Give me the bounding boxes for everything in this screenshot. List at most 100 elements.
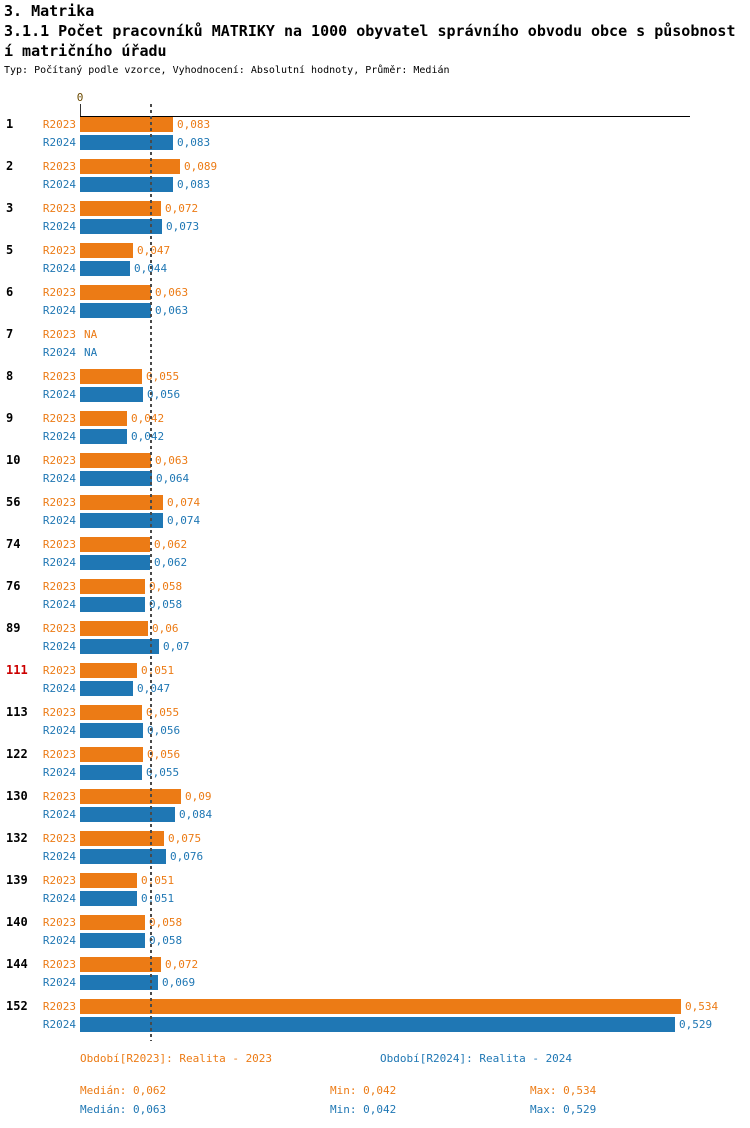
stat-min-r2023: Min: 0,042 <box>330 1084 397 1097</box>
series-label: R2024 <box>42 766 76 779</box>
value-label: 0,072 <box>165 958 199 971</box>
chart-title-line1: 3.1.1 Počet pracovníků MATRIKY na 1000 o… <box>4 22 736 40</box>
series-label: R2024 <box>42 388 76 401</box>
value-label: 0,062 <box>154 556 188 569</box>
category-label: 10 <box>6 453 21 467</box>
bar-row-r2024: R2024 0,062 <box>0 555 750 570</box>
chart-group: 7 R2023 NA R2024 NA <box>0 327 750 369</box>
category-label: 152 <box>6 999 28 1013</box>
category-label: 122 <box>6 747 28 761</box>
bar-r2024 <box>80 975 158 990</box>
chart-group: 113 R2023 0,055 R2024 0,056 <box>0 705 750 747</box>
value-label: 0,051 <box>141 892 175 905</box>
bar-row-r2024: R2024 0,07 <box>0 639 750 654</box>
bar-r2023 <box>80 957 161 972</box>
bar-r2023 <box>80 579 145 594</box>
value-label: 0,042 <box>131 430 165 443</box>
bar-r2023 <box>80 537 150 552</box>
value-label: 0,075 <box>168 832 202 845</box>
bar-r2024 <box>80 723 143 738</box>
bar-row-r2024: R2024 0,084 <box>0 807 750 822</box>
bar-r2024 <box>80 471 152 486</box>
series-label: R2023 <box>42 958 76 971</box>
value-label: 0,055 <box>146 766 180 779</box>
chart-group: 130 R2023 0,09 R2024 0,084 <box>0 789 750 831</box>
category-label: 144 <box>6 957 28 971</box>
bar-r2023 <box>80 663 137 678</box>
bar-r2024 <box>80 807 175 822</box>
series-label: R2023 <box>42 160 76 173</box>
chart-groups: 1 R2023 0,083 R2024 0,083 2 R2023 0,089 R2024 0,0… <box>0 117 750 1041</box>
bar-row-r2024: R2024 0,056 <box>0 387 750 402</box>
bar-row-r2024: R2024 0,047 <box>0 681 750 696</box>
category-label: 111 <box>6 663 28 677</box>
series-label: R2024 <box>42 262 76 275</box>
series-label: R2024 <box>42 430 76 443</box>
bar-row-r2024: R2024 0,064 <box>0 471 750 486</box>
bar-row-r2023: R2023 0,058 <box>0 915 750 930</box>
series-label: R2024 <box>42 472 76 485</box>
bar-r2024 <box>80 261 130 276</box>
value-label: 0,056 <box>147 388 181 401</box>
series-label: R2023 <box>42 706 76 719</box>
category-label: 3 <box>6 201 14 215</box>
value-label: 0,055 <box>146 706 180 719</box>
report-title: 3. Matrika <box>4 2 95 20</box>
bar-r2024 <box>80 681 133 696</box>
bar-row-r2023: R2023 0,089 <box>0 159 750 174</box>
category-label: 7 <box>6 327 14 341</box>
bar-r2023 <box>80 117 173 132</box>
bar-row-r2023: R2023 0,055 <box>0 705 750 720</box>
bar-r2023 <box>80 831 164 846</box>
series-label: R2023 <box>42 832 76 845</box>
bar-row-r2023: R2023 0,072 <box>0 201 750 216</box>
bar-row-r2023: R2023 0,051 <box>0 663 750 678</box>
category-label: 76 <box>6 579 21 593</box>
bar-row-r2024: R2024 0,063 <box>0 303 750 318</box>
chart-group: 6 R2023 0,063 R2024 0,063 <box>0 285 750 327</box>
series-label: R2023 <box>42 496 76 509</box>
bar-r2024 <box>80 135 173 150</box>
stat-median-r2023: Medián: 0,062 <box>80 1084 167 1097</box>
series-label: R2023 <box>42 748 76 761</box>
bar-row-r2024: R2024 0,083 <box>0 135 750 150</box>
bar-r2024 <box>80 1017 675 1032</box>
series-label: R2024 <box>42 346 76 359</box>
bar-row-r2023: R2023 0,09 <box>0 789 750 804</box>
series-label: R2023 <box>42 664 76 677</box>
category-label: 5 <box>6 243 14 257</box>
value-label: NA <box>84 346 98 359</box>
stat-median-r2024: Medián: 0,063 <box>80 1103 167 1116</box>
bar-row-r2023: R2023 0,051 <box>0 873 750 888</box>
bar-r2023 <box>80 873 137 888</box>
category-label: 132 <box>6 831 28 845</box>
value-label: 0,047 <box>137 244 171 257</box>
value-label: 0,529 <box>679 1018 713 1031</box>
bar-r2024 <box>80 555 150 570</box>
bar-row-r2023: R2023 0,063 <box>0 453 750 468</box>
bar-row-r2024: R2024 0,083 <box>0 177 750 192</box>
legend-r2024: Období[R2024]: Realita - 2024 <box>380 1052 573 1065</box>
series-label: R2024 <box>42 178 76 191</box>
bar-row-r2024: R2024 0,073 <box>0 219 750 234</box>
legend-r2023: Období[R2023]: Realita - 2023 <box>80 1052 273 1065</box>
value-label: 0,056 <box>147 724 181 737</box>
series-label: R2023 <box>42 874 76 887</box>
value-label: 0,083 <box>177 136 211 149</box>
value-label: 0,062 <box>154 538 188 551</box>
value-label: 0,06 <box>152 622 179 635</box>
bar-r2024 <box>80 891 137 906</box>
bar-r2024 <box>80 639 159 654</box>
bar-r2024 <box>80 303 151 318</box>
category-label: 1 <box>6 117 14 131</box>
series-label: R2023 <box>42 328 76 341</box>
series-label: R2024 <box>42 304 76 317</box>
value-label: 0,058 <box>149 934 183 947</box>
chart-title-line2: í matričního úřadu <box>4 42 167 60</box>
bar-row-r2023: R2023 0,047 <box>0 243 750 258</box>
bar-r2023 <box>80 411 127 426</box>
value-label: 0,051 <box>141 664 175 677</box>
chart-group: 139 R2023 0,051 R2024 0,051 <box>0 873 750 915</box>
bar-r2023 <box>80 915 145 930</box>
median-marker-line <box>151 104 152 1041</box>
